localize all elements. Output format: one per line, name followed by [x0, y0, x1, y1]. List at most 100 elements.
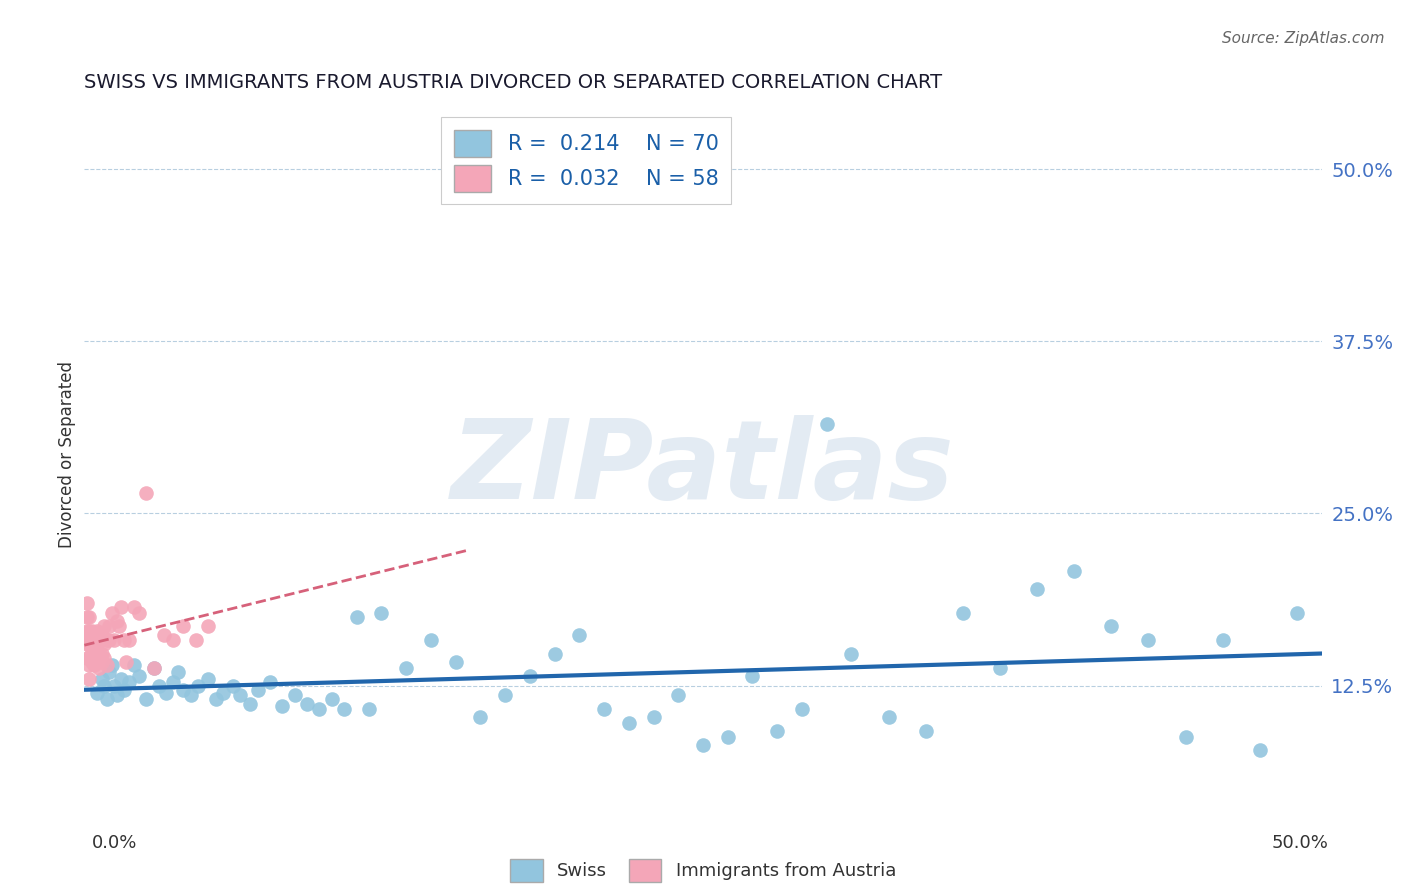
Point — [98, 619, 121, 633]
Point — [346, 609, 368, 624]
Point — [118, 633, 141, 648]
Point — [229, 689, 252, 703]
Point — [90, 672, 112, 686]
Point — [197, 619, 219, 633]
Point — [105, 614, 128, 628]
Point — [98, 633, 121, 648]
Point — [96, 692, 118, 706]
Text: 50.0%: 50.0% — [1272, 834, 1329, 852]
Point — [593, 702, 616, 716]
Point — [1137, 633, 1160, 648]
Point — [321, 692, 343, 706]
Point — [86, 655, 108, 669]
Point — [1063, 565, 1085, 579]
Point — [395, 661, 418, 675]
Point — [76, 624, 98, 638]
Point — [271, 699, 294, 714]
Point — [162, 674, 184, 689]
Point — [187, 679, 209, 693]
Point — [103, 679, 125, 693]
Point — [155, 685, 177, 699]
Point — [135, 485, 157, 500]
Point — [494, 689, 516, 703]
Point — [333, 702, 356, 716]
Point — [128, 669, 150, 683]
Point — [1249, 743, 1271, 757]
Point — [152, 628, 174, 642]
Point — [643, 710, 665, 724]
Point — [93, 651, 115, 665]
Point — [766, 724, 789, 739]
Point — [1099, 619, 1122, 633]
Point — [100, 606, 122, 620]
Text: Source: ZipAtlas.com: Source: ZipAtlas.com — [1222, 31, 1385, 46]
Point — [118, 674, 141, 689]
Point — [222, 679, 245, 693]
Point — [86, 685, 108, 699]
Point — [79, 658, 101, 673]
Point — [914, 724, 936, 739]
Point — [167, 665, 190, 679]
Point — [83, 651, 105, 665]
Point — [80, 647, 103, 661]
Point — [308, 702, 330, 716]
Point — [370, 606, 392, 620]
Point — [543, 647, 565, 661]
Point — [122, 658, 145, 673]
Point — [172, 619, 194, 633]
Point — [108, 619, 131, 633]
Point — [815, 417, 838, 431]
Point — [96, 658, 118, 673]
Point — [741, 669, 763, 683]
Point — [142, 661, 165, 675]
Point — [90, 655, 112, 669]
Point — [197, 672, 219, 686]
Point — [76, 596, 98, 610]
Point — [79, 637, 101, 651]
Point — [180, 689, 202, 703]
Point — [80, 644, 103, 658]
Point — [142, 661, 165, 675]
Point — [568, 628, 591, 642]
Point — [952, 606, 974, 620]
Point — [93, 619, 115, 633]
Point — [172, 682, 194, 697]
Point — [76, 631, 98, 645]
Point — [212, 685, 235, 699]
Point — [112, 682, 135, 697]
Point — [110, 672, 132, 686]
Point — [239, 697, 262, 711]
Point — [100, 658, 122, 673]
Text: SWISS VS IMMIGRANTS FROM AUSTRIA DIVORCED OR SEPARATED CORRELATION CHART: SWISS VS IMMIGRANTS FROM AUSTRIA DIVORCE… — [84, 72, 942, 92]
Point — [135, 692, 157, 706]
Point — [988, 661, 1011, 675]
Point — [93, 637, 115, 651]
Point — [184, 633, 207, 648]
Point — [89, 647, 111, 661]
Point — [112, 633, 135, 648]
Point — [284, 689, 307, 703]
Point — [790, 702, 813, 716]
Point — [79, 672, 101, 686]
Point — [83, 637, 105, 651]
Point — [692, 738, 714, 752]
Text: ZIPatlas: ZIPatlas — [451, 416, 955, 523]
Point — [122, 600, 145, 615]
Point — [96, 633, 118, 648]
Point — [246, 682, 269, 697]
Point — [115, 655, 138, 669]
Point — [83, 628, 105, 642]
Point — [79, 651, 101, 665]
Point — [86, 633, 108, 648]
Point — [93, 679, 115, 693]
Point — [90, 628, 112, 642]
Point — [80, 637, 103, 651]
Point — [666, 689, 689, 703]
Point — [295, 697, 318, 711]
Point — [86, 637, 108, 651]
Point — [89, 633, 111, 648]
Text: 0.0%: 0.0% — [91, 834, 136, 852]
Point — [86, 624, 108, 638]
Point — [519, 669, 541, 683]
Point — [148, 679, 170, 693]
